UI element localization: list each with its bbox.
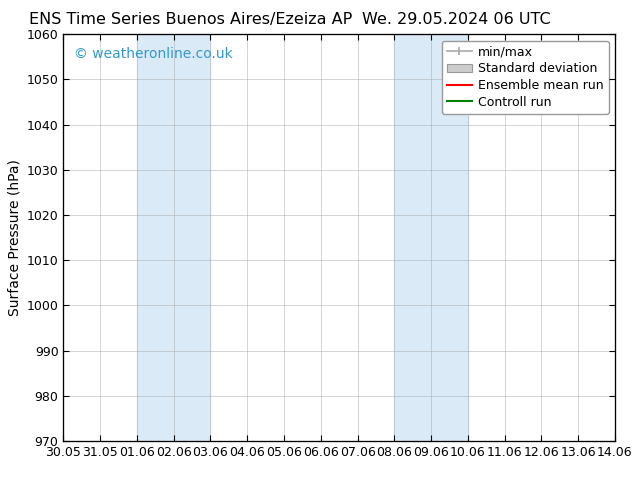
Legend: min/max, Standard deviation, Ensemble mean run, Controll run: min/max, Standard deviation, Ensemble me… [442, 41, 609, 114]
Text: We. 29.05.2024 06 UTC: We. 29.05.2024 06 UTC [362, 12, 551, 27]
Text: ENS Time Series Buenos Aires/Ezeiza AP: ENS Time Series Buenos Aires/Ezeiza AP [29, 12, 352, 27]
Bar [137, 34, 210, 441]
Text: © weatheronline.co.uk: © weatheronline.co.uk [74, 47, 233, 60]
Y-axis label: Surface Pressure (hPa): Surface Pressure (hPa) [7, 159, 21, 316]
Bar [394, 34, 468, 441]
